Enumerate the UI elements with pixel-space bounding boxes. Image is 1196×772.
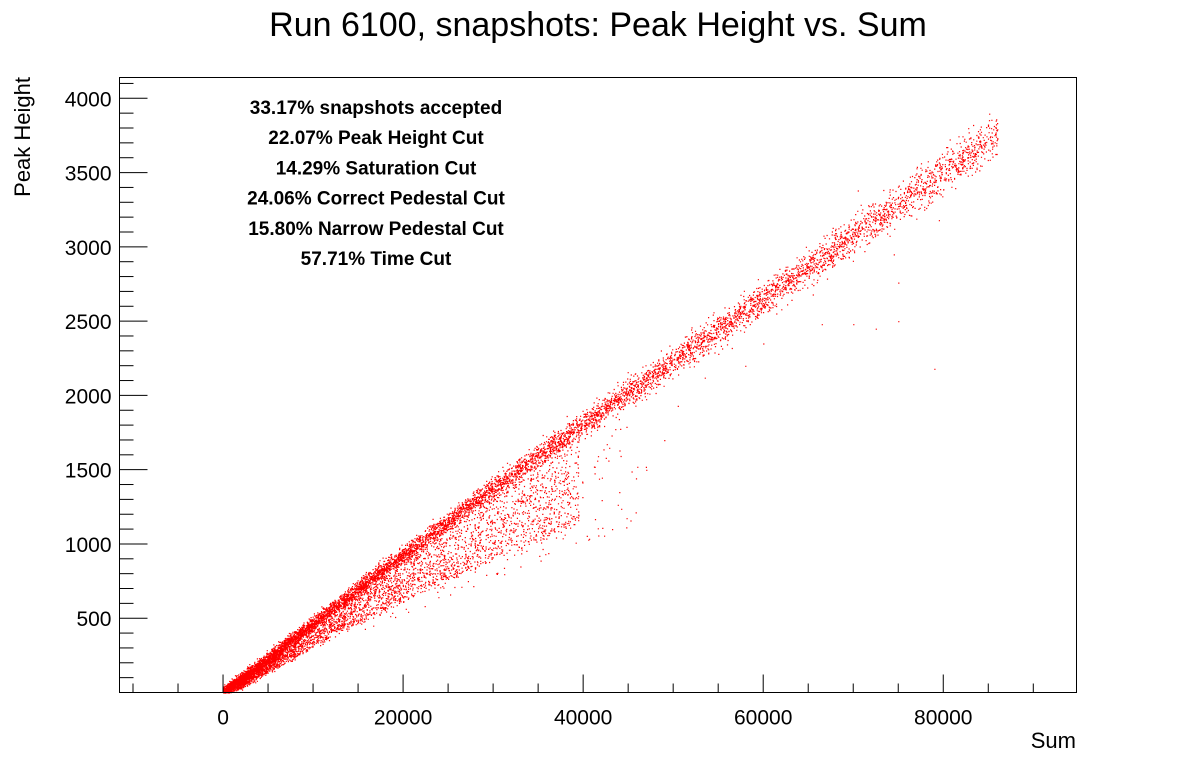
cut-statistic: 14.29% Saturation Cut xyxy=(276,158,477,179)
y-tick-label: 500 xyxy=(76,608,111,631)
y-axis-label: Peak Height xyxy=(10,77,35,197)
y-tick-label: 1500 xyxy=(65,460,112,483)
cut-statistic: 24.06% Correct Pedestal Cut xyxy=(247,189,505,210)
axes: 0 20000 40000 60000 80000 500 1000 1500 2000 2500… xyxy=(65,82,1034,730)
x-tick-label: 80000 xyxy=(914,707,972,730)
cut-statistic: 22.07% Peak Height Cut xyxy=(268,128,484,149)
cut-statistic: 57.71% Time Cut xyxy=(301,249,452,270)
x-axis-label: Sum xyxy=(1031,728,1076,753)
y-tick-label: 3500 xyxy=(65,163,112,186)
x-tick-label: 0 xyxy=(217,707,229,730)
y-tick-label: 2500 xyxy=(65,311,112,334)
y-tick-label: 3000 xyxy=(65,237,112,260)
y-tick-label: 4000 xyxy=(65,88,112,111)
x-tick-label: 60000 xyxy=(734,707,792,730)
data-points xyxy=(223,113,999,694)
plot-frame xyxy=(119,77,1077,693)
y-tick-label: 1000 xyxy=(65,534,112,557)
y-tick-label: 2000 xyxy=(65,385,112,408)
x-tick-label: 40000 xyxy=(554,707,612,730)
cut-statistics: 33.17% snapshots accepted 22.07% Peak Hei… xyxy=(247,98,505,270)
cut-statistic: 33.17% snapshots accepted xyxy=(250,98,502,119)
x-tick-label: 20000 xyxy=(374,707,432,730)
chart-title: Run 6100, snapshots: Peak Height vs. Sum xyxy=(269,6,927,44)
scatter-points xyxy=(223,113,999,694)
cut-statistic: 15.80% Narrow Pedestal Cut xyxy=(248,219,504,240)
